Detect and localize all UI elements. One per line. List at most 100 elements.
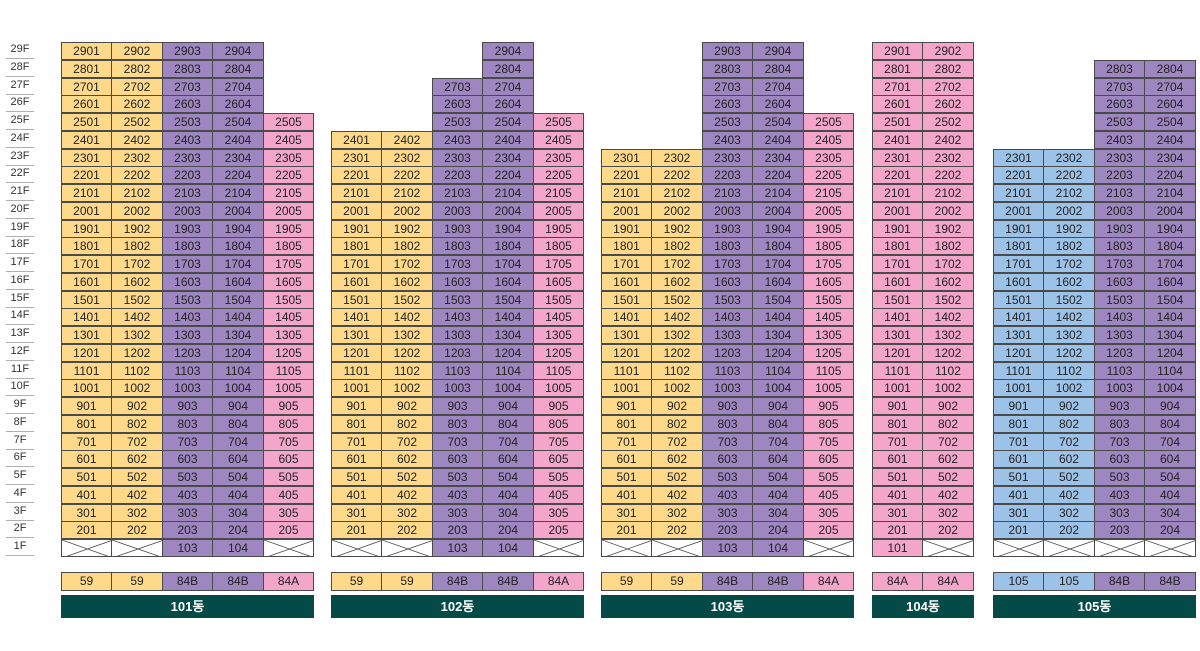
unit-cell: 202 [1043,521,1095,539]
unit-cell: 2503 [162,113,213,131]
unit-cell: 1102 [1043,362,1095,380]
unit-cell: 1404 [752,308,804,326]
unit-cell: 2202 [111,166,163,184]
unit-cell: 1501 [872,291,923,309]
unit-cell: 2003 [1094,202,1145,220]
unit-cell: 1003 [432,379,483,397]
unit-cell: 804 [752,415,804,433]
unit-cell: 1601 [993,273,1044,291]
unit-cell: 1502 [651,291,703,309]
unit-cell: 1604 [1144,273,1196,291]
unit-cell: 1804 [212,237,264,255]
unit-cell: 2005 [803,202,854,220]
unit-cell: 1605 [803,273,854,291]
floor-label: 3F [6,503,34,521]
unit-cell: 1701 [601,255,652,273]
unit-cell: 902 [381,397,433,415]
unit-cell: 901 [331,397,382,415]
unit-cell: 1505 [533,291,584,309]
unit-cell: 801 [601,415,652,433]
unit-cell: 301 [601,504,652,522]
unit-cell: 2801 [61,60,112,78]
unit-cell: 2804 [1144,60,1196,78]
unit-cell: 901 [601,397,652,415]
unit-cell: 2004 [482,202,534,220]
unit-cell: 2101 [61,184,112,202]
unit-cell: 2603 [432,95,483,113]
unit-cell: 1901 [601,220,652,238]
unit-cell: 601 [993,450,1044,468]
unit-cell: 2305 [533,149,584,167]
unit-cell: 2503 [432,113,483,131]
unit-cell: 2405 [263,131,314,149]
unit-cell: 1402 [922,308,974,326]
unit-cell: 1501 [61,291,112,309]
unit-cell: 2405 [533,131,584,149]
unit-cell: 1003 [702,379,753,397]
unit-cell: 2903 [702,42,753,60]
unit-cell: 103 [702,539,753,557]
unit-cell: 705 [533,433,584,451]
unit-cell: 1303 [162,326,213,344]
unit-cell: 305 [803,504,854,522]
unit-cell: 1101 [993,362,1044,380]
unit-cell: 2403 [1094,131,1145,149]
unit-cell: 602 [381,450,433,468]
unit-cell: 401 [872,486,923,504]
unit-cell: 304 [1144,504,1196,522]
unit-cell: 2703 [702,78,753,96]
unit-cell: 504 [752,468,804,486]
unit-cell: 2804 [482,60,534,78]
unit-cell: 2604 [752,95,804,113]
unit-cell: 402 [922,486,974,504]
unit-cell: 1304 [1144,326,1196,344]
unit-cell: 801 [993,415,1044,433]
floor-label: 21F [6,183,34,201]
unit-cell: 1305 [533,326,584,344]
unit-cell: 505 [533,468,584,486]
unit-cell: 1104 [212,362,264,380]
type-cell: 84A [263,572,314,591]
unit-cell: 1105 [803,362,854,380]
unit-cell: 805 [533,415,584,433]
unit-cell: 1005 [803,379,854,397]
unit-cell: 305 [533,504,584,522]
unit-cell: 503 [162,468,213,486]
unit-cell: 2302 [651,149,703,167]
unit-cell: 2004 [212,202,264,220]
unit-cell: 2203 [1094,166,1145,184]
unit-cell: 1502 [1043,291,1095,309]
unit-cell: 1805 [803,237,854,255]
unit-cell: 1204 [752,344,804,362]
floor-label: 14F [6,307,34,326]
unit-cell: 1103 [702,362,753,380]
unit-cell: 2704 [482,78,534,96]
unit-cell: 1301 [331,326,382,344]
unit-cell: 1704 [482,255,534,273]
empty-unit-cell [922,539,974,557]
unit-cell: 603 [162,450,213,468]
unit-cell: 1603 [702,273,753,291]
unit-cell: 305 [263,504,314,522]
unit-cell: 2503 [1094,113,1145,131]
unit-cell: 602 [1043,450,1095,468]
unit-cell: 1502 [111,291,163,309]
unit-cell: 1705 [263,255,314,273]
unit-cell: 1403 [162,308,213,326]
floor-label: 27F [6,77,34,95]
unit-cell: 1601 [61,273,112,291]
unit-cell: 2301 [601,149,652,167]
unit-cell: 1002 [651,379,703,397]
unit-cell: 2304 [482,149,534,167]
empty-unit-cell [1094,539,1145,557]
unit-cell: 2001 [331,202,382,220]
unit-cell: 2403 [162,131,213,149]
unit-cell: 1503 [702,291,753,309]
unit-cell: 1203 [162,344,213,362]
unit-cell: 1803 [162,237,213,255]
unit-cell: 2205 [803,166,854,184]
unit-cell: 1201 [61,344,112,362]
unit-cell: 2505 [263,113,314,131]
unit-cell: 2902 [111,42,163,60]
unit-cell: 504 [1144,468,1196,486]
